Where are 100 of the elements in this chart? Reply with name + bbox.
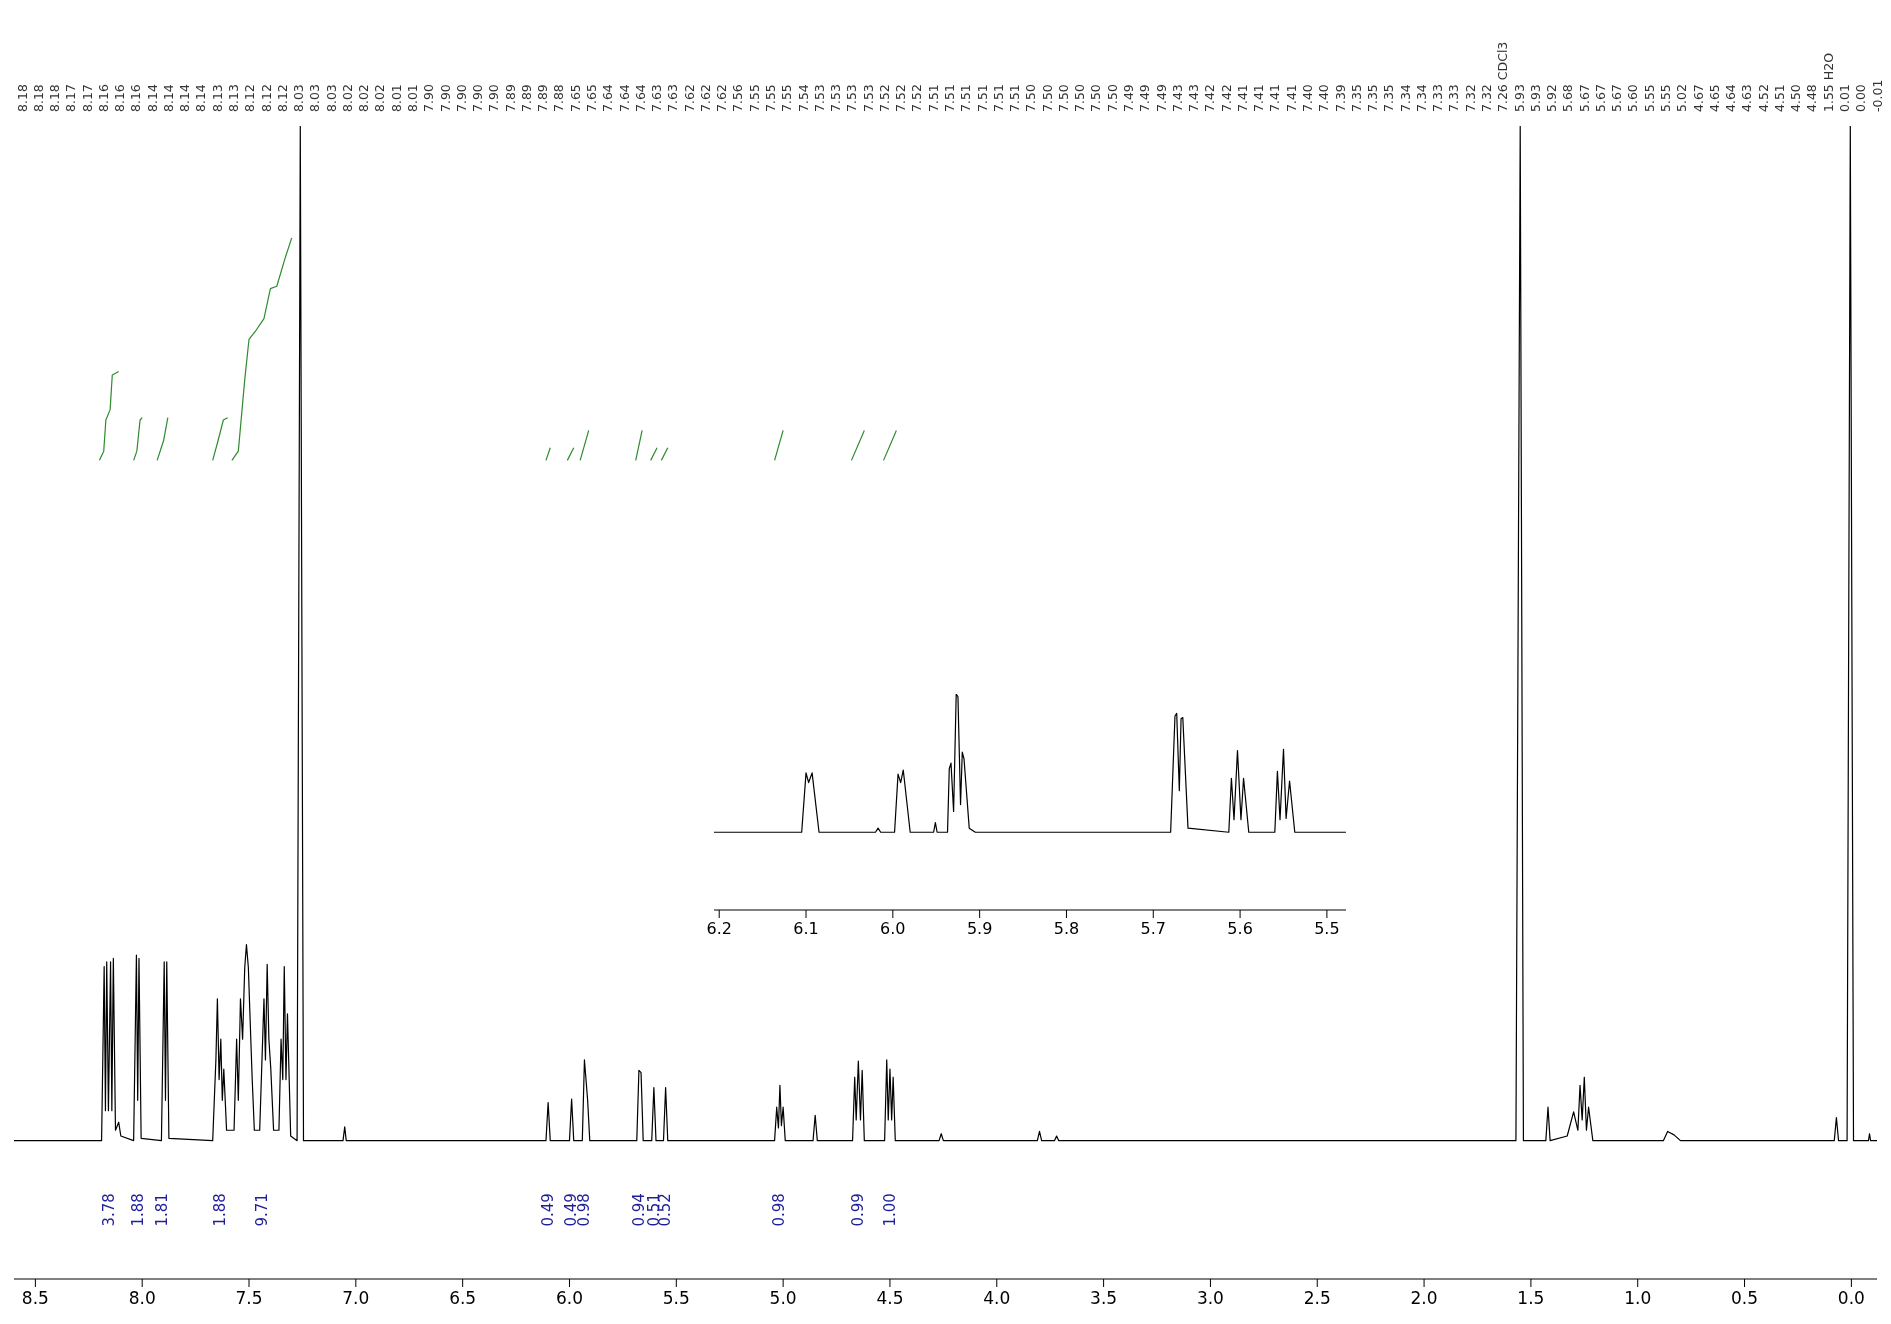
text: 7.65 bbox=[584, 84, 600, 112]
text: 7.50 bbox=[1104, 84, 1120, 112]
text: 7.50 bbox=[1039, 84, 1055, 112]
text: 4.52 bbox=[1755, 84, 1771, 112]
text: 7.90 bbox=[437, 84, 453, 112]
annotation: 1.88 bbox=[211, 1193, 230, 1227]
x-tick-label: 3.5 bbox=[1090, 1287, 1118, 1308]
text: 8.02 bbox=[356, 84, 372, 112]
x-tick-label: 6.0 bbox=[880, 919, 906, 938]
annotation: 1.00 bbox=[880, 1193, 899, 1227]
x-tick-label: 7.0 bbox=[342, 1287, 370, 1308]
text: 8.18 bbox=[30, 84, 46, 112]
text: 8.01 bbox=[405, 84, 421, 112]
text: 8.12 bbox=[242, 84, 258, 112]
x-tick-label: 2.0 bbox=[1410, 1287, 1438, 1308]
text: 8.14 bbox=[177, 84, 193, 112]
text: 4.64 bbox=[1723, 84, 1739, 112]
text: 7.64 bbox=[632, 84, 648, 112]
annotation: 0.99 bbox=[848, 1193, 867, 1227]
text: 7.62 bbox=[697, 84, 713, 112]
text: 7.43 bbox=[1186, 84, 1202, 112]
text: 7.53 bbox=[860, 84, 876, 112]
annotation: 3.78 bbox=[100, 1193, 119, 1227]
x-tick-label: 6.0 bbox=[555, 1287, 584, 1308]
text: 7.64 bbox=[600, 84, 616, 112]
text: 5.68 bbox=[1560, 84, 1576, 112]
text: 7.40 bbox=[1299, 84, 1315, 112]
text: 8.17 bbox=[79, 84, 95, 112]
text: 5.02 bbox=[1674, 84, 1690, 112]
text: 7.55 bbox=[763, 84, 779, 112]
text: 5.55 bbox=[1657, 84, 1673, 112]
text: 8.02 bbox=[372, 84, 388, 112]
text: 7.90 bbox=[486, 84, 502, 112]
text: 8.13 bbox=[226, 84, 242, 112]
x-tick-label: 5.6 bbox=[1227, 919, 1253, 938]
text: 8.18 bbox=[14, 84, 30, 112]
text: 7.41 bbox=[1283, 84, 1299, 112]
x-tick-label: 5.7 bbox=[1140, 919, 1166, 938]
text: 7.51 bbox=[974, 84, 990, 112]
text: 7.65 bbox=[567, 84, 583, 112]
annotation: 0.94 bbox=[629, 1193, 648, 1227]
text: 7.63 bbox=[665, 84, 681, 112]
x-tick-label: 5.9 bbox=[966, 919, 993, 938]
text: 8.01 bbox=[388, 84, 404, 112]
text: 7.62 bbox=[681, 84, 697, 112]
x-tick-label: 7.5 bbox=[235, 1287, 263, 1308]
text: 7.35 bbox=[1381, 84, 1397, 112]
text: -0.01 bbox=[1869, 79, 1885, 112]
text: 7.49 bbox=[1153, 84, 1169, 112]
x-tick-label: 6.1 bbox=[793, 919, 819, 938]
text: 7.33 bbox=[1446, 84, 1462, 112]
x-tick-label: 4.0 bbox=[983, 1287, 1011, 1308]
text: 7.53 bbox=[811, 84, 827, 112]
text: 4.51 bbox=[1771, 84, 1787, 112]
text: 7.35 bbox=[1365, 84, 1381, 112]
text: 1.55 H2O bbox=[1820, 52, 1836, 112]
text: 7.32 bbox=[1462, 84, 1478, 112]
text: 8.16 bbox=[112, 84, 128, 112]
text: 8.16 bbox=[95, 84, 111, 112]
text: 5.67 bbox=[1609, 84, 1625, 112]
text: 8.13 bbox=[209, 84, 225, 112]
text: 7.64 bbox=[616, 84, 632, 112]
text: 7.89 bbox=[502, 84, 518, 112]
text: 7.34 bbox=[1397, 84, 1413, 112]
x-tick-label: 5.5 bbox=[1314, 919, 1340, 938]
text: 4.50 bbox=[1788, 84, 1804, 112]
text: 7.33 bbox=[1430, 84, 1446, 112]
text: 8.14 bbox=[144, 84, 160, 112]
text: 7.42 bbox=[1202, 84, 1218, 112]
text: 7.41 bbox=[1234, 84, 1250, 112]
x-tick-label: 1.0 bbox=[1624, 1287, 1652, 1308]
text: 0.00 bbox=[1853, 84, 1869, 112]
text: 7.50 bbox=[1055, 84, 1071, 112]
text: 7.51 bbox=[990, 84, 1006, 112]
text: 7.40 bbox=[1316, 84, 1332, 112]
text: 7.51 bbox=[942, 84, 957, 112]
text: 8.12 bbox=[258, 84, 274, 112]
text: 7.42 bbox=[1218, 84, 1234, 112]
x-tick-label: 0.5 bbox=[1731, 1287, 1759, 1308]
annotation: 0.98 bbox=[769, 1193, 788, 1227]
text: 7.41 bbox=[1267, 84, 1283, 112]
x-tick-label: 6.5 bbox=[449, 1287, 477, 1308]
text: 7.53 bbox=[844, 84, 860, 112]
text: 5.93 bbox=[1527, 84, 1543, 112]
annotation: 1.81 bbox=[153, 1193, 172, 1227]
text: 7.63 bbox=[649, 84, 665, 112]
text: 5.67 bbox=[1592, 84, 1608, 112]
text: 5.55 bbox=[1641, 84, 1657, 112]
text: 8.16 bbox=[128, 84, 144, 112]
text: 7.41 bbox=[1251, 84, 1267, 112]
text: 5.92 bbox=[1544, 84, 1560, 112]
text: 7.55 bbox=[779, 84, 795, 112]
text: 7.51 bbox=[1007, 84, 1023, 112]
text: 7.52 bbox=[876, 84, 892, 112]
text: 7.54 bbox=[795, 84, 811, 112]
x-tick-label: 8.0 bbox=[128, 1287, 156, 1308]
text: 7.34 bbox=[1413, 84, 1429, 112]
text: 7.88 bbox=[551, 84, 567, 112]
text: 7.62 bbox=[714, 84, 730, 112]
x-tick-label: 5.0 bbox=[769, 1287, 797, 1308]
